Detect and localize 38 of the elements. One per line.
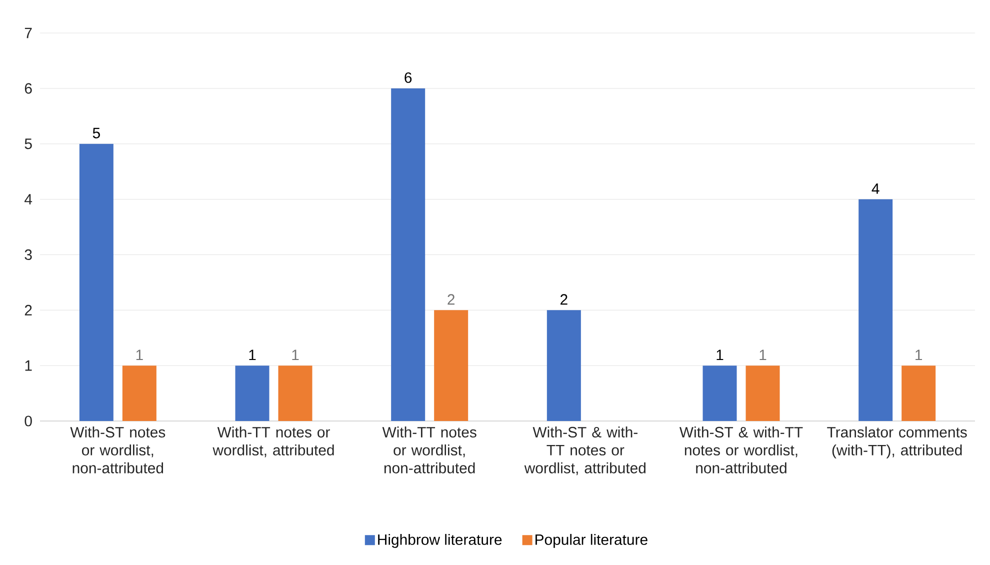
data-label: 1 [292,350,299,360]
bar [235,366,270,421]
data-label: 1 [716,350,724,360]
bar [278,366,312,421]
x-tick-label: With-ST & with-TT notes or wordlist, attributed [524,426,646,476]
x-tick-label: Translator comments (with-TT), attributed [827,426,967,458]
bar [79,144,114,421]
bar [702,366,737,421]
data-label: 1 [916,350,922,360]
bar [122,366,156,421]
y-tick-label: 2 [24,304,32,316]
data-label: 4 [872,183,880,194]
y-tick-label: 1 [25,360,32,371]
x-tick-label: With-ST notes or wordlist, non-attributed [70,426,166,474]
y-tick-label: 0 [24,416,32,426]
data-label: 1 [249,350,256,360]
data-label: 5 [92,128,100,138]
x-tick-label: With-TT notes or wordlist, attributed [212,426,334,458]
legend-label: Highbrow literature [378,534,502,548]
data-label: 6 [404,72,412,83]
y-tick-label: 7 [24,28,32,38]
data-label: 2 [560,294,568,305]
bar [434,310,468,421]
data-label: 2 [448,294,454,305]
y-tick-label: 3 [24,249,32,260]
bar [391,88,426,421]
data-label: 1 [136,350,143,360]
data-label: 1 [760,350,766,360]
bar [858,199,893,421]
bar [546,310,581,421]
x-tick-label: With-ST & with-TT notes or wordlist, non-attributed [679,426,803,474]
bar [902,366,936,421]
x-tick-label: With-TT notes or wordlist, non-attributed [382,426,476,474]
y-tick-label: 5 [24,138,32,150]
bar [746,366,780,421]
legend-label: Popular literature [536,534,648,548]
y-tick-label: 6 [24,83,32,94]
y-tick-label: 4 [24,194,32,204]
